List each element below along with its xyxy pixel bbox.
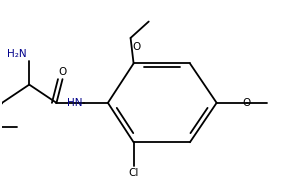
Text: O: O <box>132 42 140 52</box>
Text: HN: HN <box>67 98 82 108</box>
Text: O: O <box>243 98 251 108</box>
Text: O: O <box>58 67 67 77</box>
Text: Cl: Cl <box>129 168 139 178</box>
Text: H₂N: H₂N <box>7 49 26 59</box>
